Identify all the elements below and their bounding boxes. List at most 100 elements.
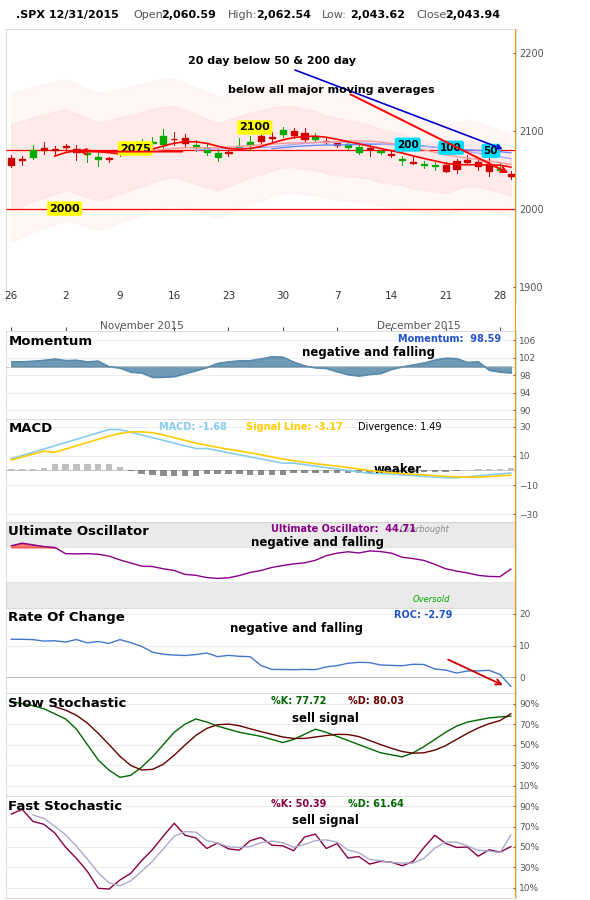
- Bar: [334, 471, 340, 473]
- Text: %D: 61.64: %D: 61.64: [348, 799, 404, 809]
- Text: Rate Of Change: Rate Of Change: [8, 611, 125, 624]
- Bar: [117, 466, 123, 471]
- Text: Close:: Close:: [417, 11, 451, 21]
- Bar: [182, 471, 188, 476]
- Bar: [356, 471, 362, 473]
- Bar: [312, 471, 319, 473]
- Bar: [182, 139, 188, 143]
- Bar: [312, 137, 319, 139]
- Text: MACD: -1.68: MACD: -1.68: [159, 422, 227, 432]
- Bar: [301, 471, 308, 473]
- Bar: [63, 146, 68, 148]
- Bar: [84, 464, 91, 471]
- Bar: [268, 471, 275, 474]
- Text: negative and falling: negative and falling: [231, 622, 363, 634]
- Bar: [127, 149, 134, 150]
- Text: %D: 80.03: %D: 80.03: [348, 697, 404, 706]
- Bar: [442, 165, 449, 170]
- Text: Slow Stochastic: Slow Stochastic: [8, 698, 127, 710]
- Text: Fast Stochastic: Fast Stochastic: [8, 800, 123, 813]
- Bar: [301, 133, 307, 139]
- Text: .SPX 12/31/2015: .SPX 12/31/2015: [16, 11, 119, 21]
- Bar: [454, 161, 460, 169]
- Bar: [497, 469, 503, 471]
- Bar: [41, 468, 47, 471]
- Bar: [366, 471, 373, 473]
- Bar: [497, 168, 503, 169]
- Bar: [193, 471, 199, 476]
- Text: 2,043.62: 2,043.62: [350, 11, 405, 21]
- Text: Oversold: Oversold: [412, 596, 450, 605]
- Bar: [6, 581, 516, 608]
- Text: below all major moving averages: below all major moving averages: [228, 86, 435, 95]
- Bar: [63, 464, 69, 471]
- Bar: [280, 130, 286, 134]
- Bar: [388, 471, 395, 472]
- Bar: [204, 471, 210, 473]
- Text: November 2015: November 2015: [100, 321, 183, 331]
- Bar: [52, 148, 58, 150]
- Bar: [8, 469, 15, 471]
- Bar: [421, 471, 427, 472]
- Bar: [160, 136, 166, 144]
- Bar: [290, 471, 297, 473]
- Bar: [442, 471, 449, 472]
- Bar: [236, 471, 242, 474]
- Text: Open:: Open:: [133, 11, 167, 21]
- Text: Ultimate Oscillator:  44.71: Ultimate Oscillator: 44.71: [271, 525, 417, 535]
- Text: Momentum: Momentum: [8, 335, 93, 348]
- Bar: [204, 148, 210, 152]
- Bar: [486, 165, 492, 171]
- Text: Low:: Low:: [322, 11, 347, 21]
- Bar: [508, 175, 514, 176]
- Bar: [475, 469, 481, 471]
- Text: 2100: 2100: [240, 122, 270, 132]
- Bar: [475, 162, 481, 166]
- Text: 2000: 2000: [50, 203, 80, 213]
- Bar: [73, 464, 80, 471]
- Text: High:: High:: [228, 11, 257, 21]
- Bar: [30, 150, 36, 157]
- Bar: [95, 157, 101, 158]
- Bar: [486, 469, 493, 471]
- Bar: [247, 142, 253, 145]
- Bar: [106, 464, 112, 471]
- Bar: [237, 146, 242, 147]
- Bar: [431, 471, 438, 472]
- Bar: [30, 469, 37, 471]
- Bar: [280, 471, 286, 474]
- Bar: [334, 143, 340, 145]
- Text: 2,062.54: 2,062.54: [256, 11, 311, 21]
- Text: Overbought: Overbought: [400, 525, 450, 534]
- Bar: [139, 471, 145, 473]
- Bar: [171, 471, 178, 476]
- Text: 50: 50: [484, 146, 498, 156]
- Bar: [214, 471, 221, 473]
- Text: December 2015: December 2015: [376, 321, 460, 331]
- Text: Divergence: 1.49: Divergence: 1.49: [358, 422, 441, 432]
- Bar: [356, 147, 362, 152]
- Text: 2,060.59: 2,060.59: [162, 11, 217, 21]
- Bar: [95, 464, 101, 471]
- Text: Ultimate Oscillator: Ultimate Oscillator: [8, 525, 149, 538]
- Bar: [410, 471, 417, 472]
- Bar: [291, 131, 297, 135]
- Text: %K: 77.72: %K: 77.72: [271, 697, 327, 706]
- Bar: [84, 153, 90, 154]
- Bar: [258, 137, 264, 141]
- Bar: [247, 471, 254, 474]
- Bar: [160, 471, 166, 476]
- Text: Momentum:  98.59: Momentum: 98.59: [398, 334, 501, 344]
- Bar: [323, 471, 329, 473]
- Text: 100: 100: [440, 143, 462, 153]
- Bar: [225, 471, 232, 474]
- Text: 2,043.94: 2,043.94: [445, 11, 500, 21]
- Bar: [399, 471, 405, 472]
- Text: 20 day below 50 & 200 day: 20 day below 50 & 200 day: [188, 56, 501, 148]
- Bar: [19, 469, 25, 471]
- Text: 2075: 2075: [120, 143, 150, 154]
- Text: negative and falling: negative and falling: [251, 536, 384, 549]
- Text: weaker: weaker: [373, 463, 421, 475]
- Bar: [464, 160, 470, 162]
- Text: 200: 200: [397, 140, 418, 149]
